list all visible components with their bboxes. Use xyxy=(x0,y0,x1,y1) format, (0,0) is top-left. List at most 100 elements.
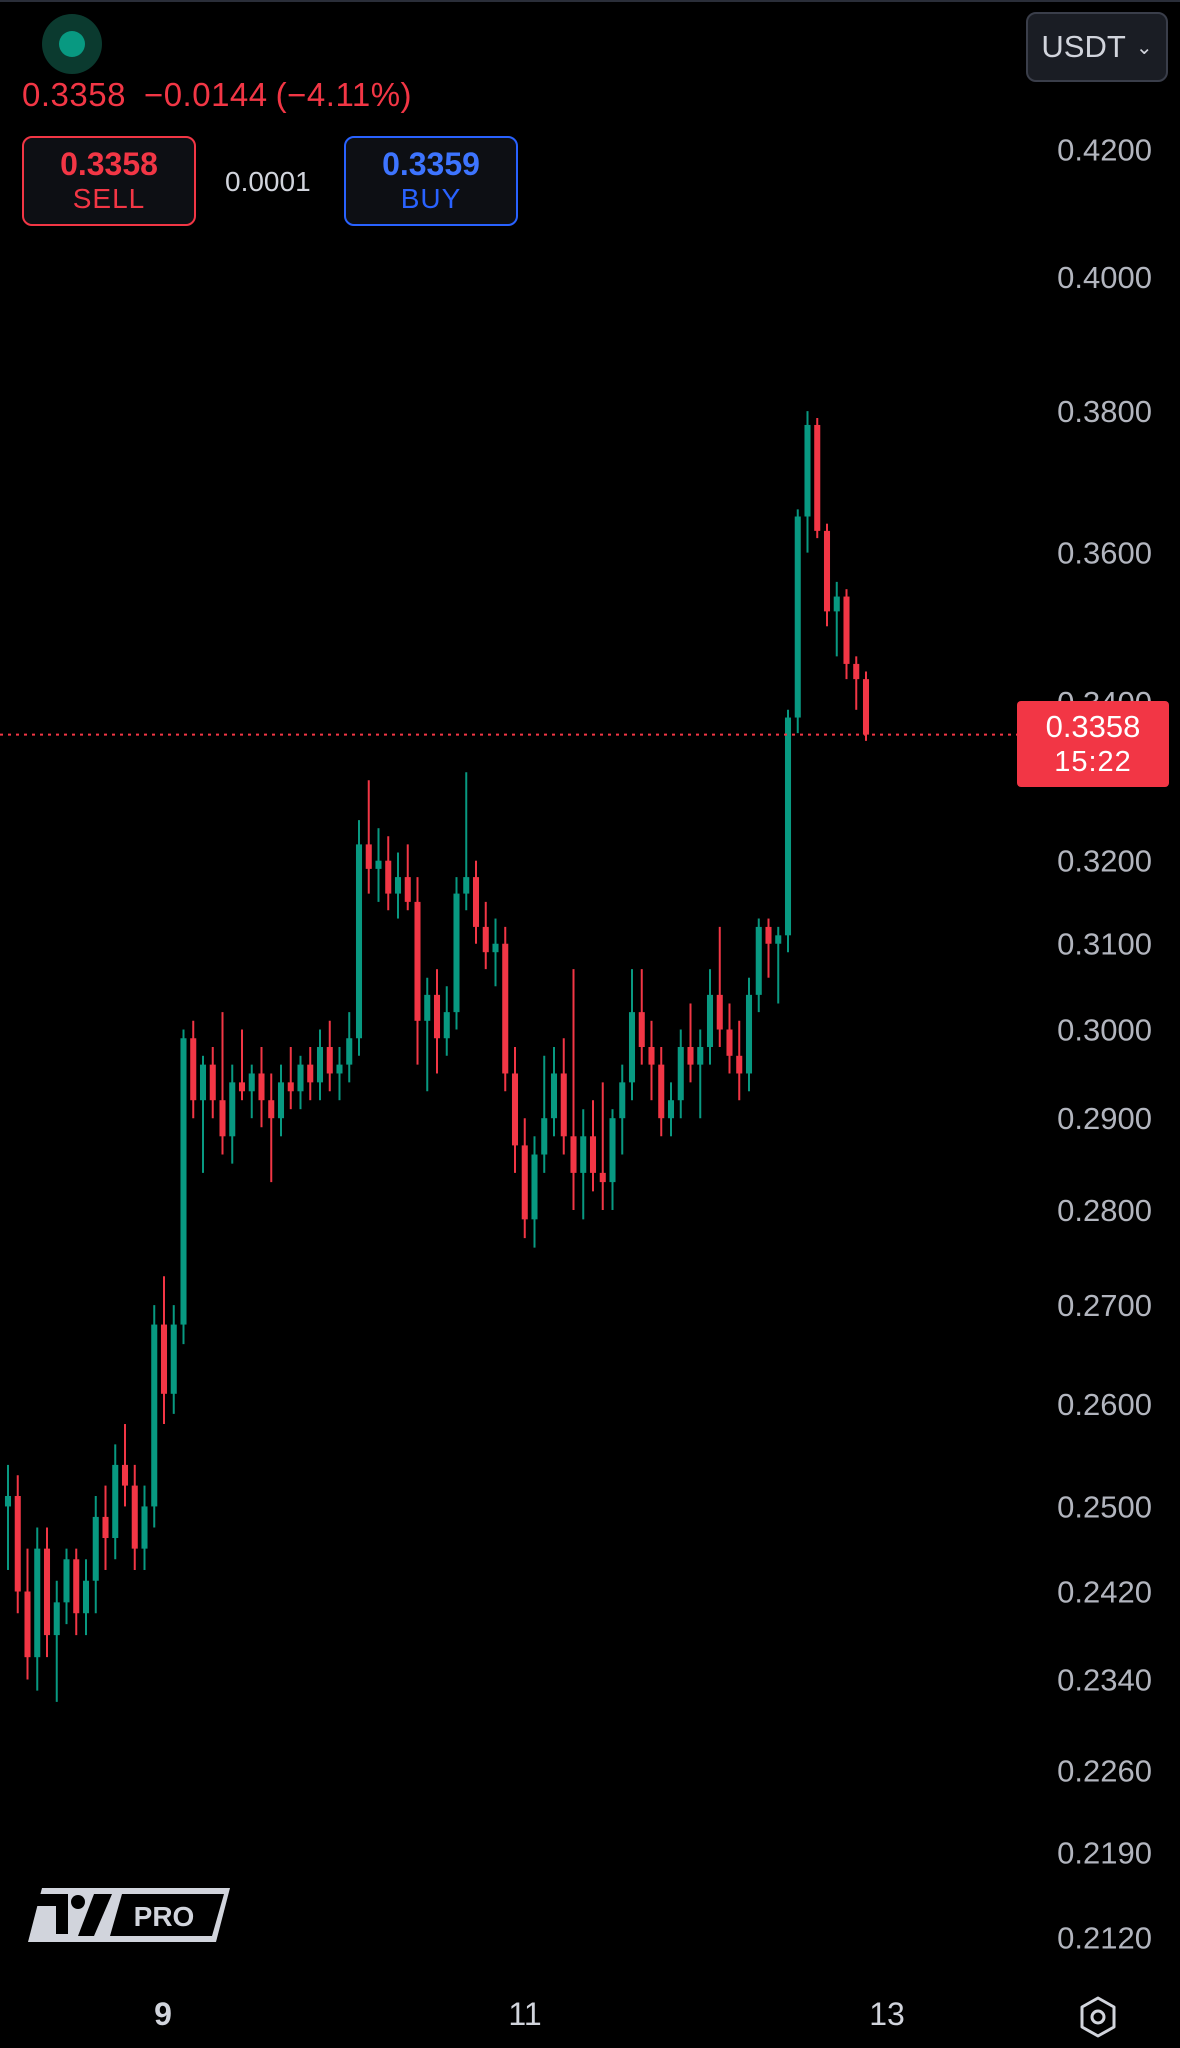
time-axis-label: 13 xyxy=(869,1996,905,2032)
candle-body xyxy=(248,1073,255,1092)
candle-body xyxy=(433,994,441,1039)
candle-body xyxy=(697,1047,704,1065)
candle-body xyxy=(336,1064,343,1074)
settings-gear-icon[interactable] xyxy=(1076,1995,1120,2039)
status-dot-icon xyxy=(59,31,85,57)
candle-body xyxy=(180,1038,187,1325)
candle xyxy=(365,780,372,894)
candle xyxy=(63,1548,70,1625)
candle-body xyxy=(570,1136,577,1173)
candle xyxy=(687,1003,694,1083)
candle xyxy=(394,852,402,919)
candle-body xyxy=(404,877,411,902)
candle xyxy=(414,877,421,1065)
time-axis[interactable]: 9 11 13 xyxy=(154,1996,905,2032)
candle xyxy=(102,1485,109,1570)
candle-body xyxy=(277,1082,285,1119)
candle-body xyxy=(706,994,714,1048)
candle-body xyxy=(609,1118,616,1183)
candle xyxy=(765,918,772,978)
candle-body xyxy=(385,860,392,894)
logo-mark-dot xyxy=(71,1895,85,1909)
candle-body xyxy=(589,1136,597,1173)
candle xyxy=(745,977,753,1092)
candle-body xyxy=(43,1548,51,1636)
candle xyxy=(287,1047,294,1110)
candle xyxy=(199,1055,207,1173)
candle xyxy=(316,1029,324,1101)
candle xyxy=(131,1464,138,1570)
candle-body xyxy=(833,596,840,612)
candle-body xyxy=(648,1047,655,1065)
candle-body xyxy=(92,1516,99,1581)
candle xyxy=(843,589,850,680)
price-axis-label: 0.2800 xyxy=(1057,1193,1152,1228)
candle-body xyxy=(638,1012,645,1048)
candle xyxy=(511,1047,519,1173)
candle-body xyxy=(843,596,850,664)
candle-body xyxy=(238,1082,246,1092)
candle xyxy=(833,581,840,657)
candle-body xyxy=(560,1073,567,1137)
candle xyxy=(229,1064,236,1164)
candle xyxy=(628,969,636,1101)
candle-body xyxy=(794,516,801,718)
candle xyxy=(677,1029,684,1119)
candle xyxy=(541,1055,548,1173)
candle xyxy=(307,1047,314,1101)
candle xyxy=(141,1485,148,1570)
candle-body xyxy=(258,1073,265,1101)
candle xyxy=(336,1047,343,1101)
candle xyxy=(638,969,645,1065)
candle xyxy=(180,1029,187,1345)
candle-body xyxy=(365,844,372,869)
candle-body xyxy=(814,424,821,531)
candle xyxy=(853,656,860,710)
price-axis[interactable]: 0.42000.40000.38000.36000.34000.32000.31… xyxy=(1057,132,1152,1955)
candle xyxy=(589,1100,597,1192)
market-status-icon[interactable] xyxy=(42,14,102,74)
candle xyxy=(24,1548,31,1680)
currency-selector[interactable]: USDT ⌄ xyxy=(1026,12,1168,82)
logo-pro-text: PRO xyxy=(134,1901,195,1932)
candle-body xyxy=(121,1464,129,1486)
candle-body xyxy=(541,1118,548,1155)
candle-body xyxy=(862,679,870,735)
candle xyxy=(862,671,870,741)
candle-body xyxy=(667,1100,675,1119)
logo-mark-slash xyxy=(78,1894,112,1936)
candle xyxy=(92,1495,99,1614)
tradingview-logo[interactable]: PRO xyxy=(28,1888,230,1942)
price-change-line: 0.3358 −0.0144 (−4.11%) xyxy=(22,76,430,114)
candle-body xyxy=(199,1064,207,1101)
candle-body xyxy=(619,1082,626,1119)
sell-button[interactable]: 0.3358 SELL xyxy=(22,136,196,226)
candle xyxy=(248,1064,255,1119)
candle-body xyxy=(141,1506,148,1549)
candle xyxy=(667,1082,675,1137)
candle-body xyxy=(775,935,782,944)
candle xyxy=(472,860,480,944)
candle-body xyxy=(443,1012,450,1039)
candle xyxy=(385,836,392,911)
candle xyxy=(258,1047,265,1128)
candle-body xyxy=(316,1047,324,1083)
price-tag-price: 0.3358 xyxy=(1045,709,1141,744)
candle xyxy=(521,1118,528,1239)
candles-plot xyxy=(4,411,870,1702)
buy-button[interactable]: 0.3359 BUY xyxy=(344,136,518,226)
candle xyxy=(424,977,431,1092)
candle xyxy=(346,1012,353,1083)
candle xyxy=(53,1580,60,1702)
price-axis-label: 0.3000 xyxy=(1057,1013,1152,1048)
logo-pro-badge xyxy=(110,1894,224,1936)
candle xyxy=(716,926,723,1048)
candle-body xyxy=(765,926,772,944)
candle xyxy=(219,1012,226,1155)
candle-body xyxy=(82,1580,90,1614)
price-axis-label: 0.2260 xyxy=(1057,1753,1152,1788)
candle-body xyxy=(170,1324,177,1394)
time-axis-label: 11 xyxy=(508,1996,541,2032)
candle xyxy=(619,1064,626,1155)
